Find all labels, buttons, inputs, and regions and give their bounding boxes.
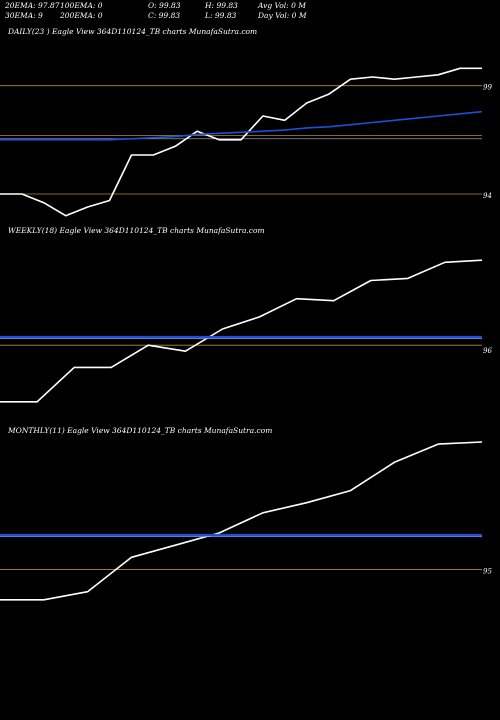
header-open: O: 99.83 — [148, 1, 181, 10]
header-low: L: 99.83 — [205, 11, 237, 20]
weekly-chart: 96 — [0, 259, 492, 403]
y-tick-label: 99 — [483, 84, 492, 92]
weekly-panel-title: WEEKLY(18) Eagle View 364D110124_TB char… — [8, 226, 265, 235]
y-tick-label: 94 — [483, 192, 492, 200]
monthly-chart: 95 — [0, 441, 492, 601]
y-tick-label: 95 — [483, 567, 492, 575]
daily-panel-title: DAILY(23 ) Eagle View 364D110124_TB char… — [8, 27, 258, 36]
y-tick-label: 96 — [483, 347, 492, 355]
header-close: C: 99.83 — [148, 11, 181, 20]
price-line — [0, 67, 482, 217]
header-200ema: 200EMA: 0 — [60, 11, 103, 20]
header-high: H: 99.83 — [205, 1, 238, 10]
header-100ema: 100EMA: 0 — [60, 1, 103, 10]
ema-line — [0, 110, 483, 141]
header-day-vol: Day Vol: 0 M — [258, 11, 307, 20]
price-line — [0, 441, 483, 601]
daily-chart: 99 94 — [0, 67, 492, 217]
monthly-panel-title: MONTHLY(11) Eagle View 364D110124_TB cha… — [8, 426, 273, 435]
header-20ema: 20EMA: 97.87 — [5, 1, 60, 10]
header-30ema: 30EMA: 9 — [5, 11, 43, 20]
price-line — [0, 259, 483, 403]
header-avg-vol: Avg Vol: 0 M — [258, 1, 306, 10]
